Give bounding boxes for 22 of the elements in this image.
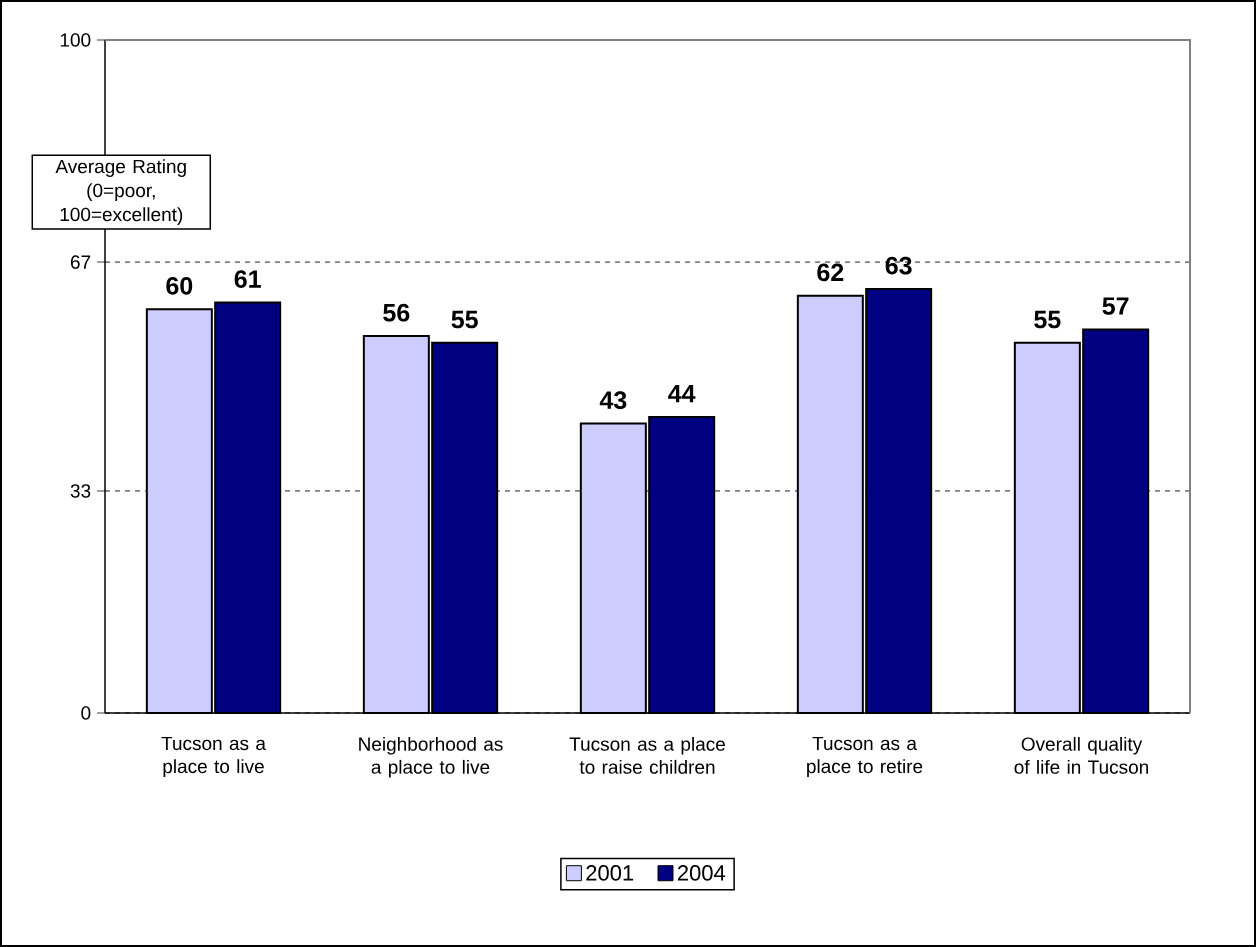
legend-label: 2004 [677,865,726,881]
data-label: 62 [817,263,844,282]
x-tick-label: Neighborhood as a place to live [359,736,503,778]
x-tick-label: Tucson as a place to retire [807,736,923,777]
data-label: 61 [234,270,261,288]
x-tick-label: Tucson as a place to raise children [569,736,725,774]
data-label: 63 [885,256,912,275]
data-label: 57 [1102,297,1129,315]
data-label: 56 [383,303,410,322]
x-tick-label: Tucson as a place to live [161,736,266,777]
y-tick-label: 67 [70,255,91,269]
y-axis-title: Average Rating (0=poor, 100=excellent) [55,159,186,225]
y-tick-label: 0 [81,706,91,720]
y-tick-label: 33 [70,484,91,498]
data-label: 43 [599,391,627,410]
y-tick-label: 100 [60,33,91,47]
data-label: 60 [166,276,193,295]
legend-label: 2001 [586,865,634,881]
data-label: 44 [668,385,696,403]
data-label: 55 [451,310,478,329]
x-tick-label: Overall quality of life in Tucson [1014,736,1149,774]
data-label: 55 [1034,310,1061,329]
